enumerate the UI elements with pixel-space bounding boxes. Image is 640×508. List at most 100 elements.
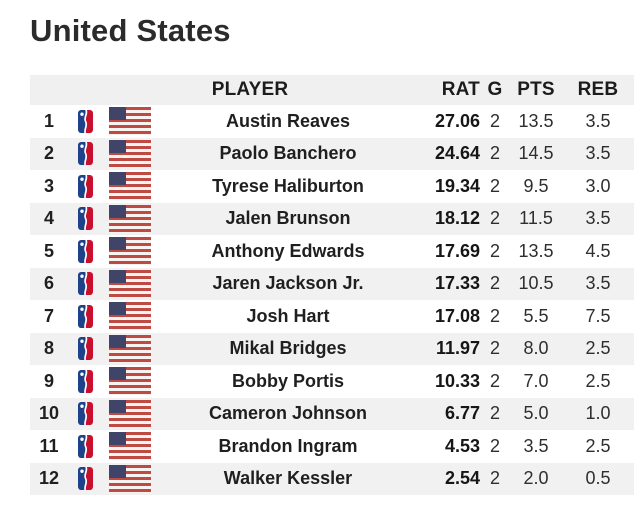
flag-cell <box>102 334 158 363</box>
table-row[interactable]: 6 Jaren Jackson Jr. 17.33 2 10.5 3.5 <box>30 267 634 301</box>
player-rebounds: 3.5 <box>585 110 611 131</box>
player-rating: 4.53 <box>444 435 480 456</box>
us-flag-icon <box>109 204 151 233</box>
player-games: 2 <box>489 175 500 196</box>
table-row[interactable]: 7 Josh Hart 17.08 2 5.5 7.5 <box>30 300 634 333</box>
player-rank: 6 <box>43 273 54 294</box>
player-games: 2 <box>489 468 500 489</box>
us-flag-icon <box>109 237 151 266</box>
flag-cell <box>102 464 158 493</box>
flag-cell <box>102 107 158 136</box>
table-row[interactable]: 4 Jalen Brunson 18.12 2 11.5 3.5 <box>30 202 634 236</box>
table-row[interactable]: 12 Walker Kessler 2.54 2 2.0 0.5 <box>30 462 634 496</box>
us-flag-canton <box>109 172 126 186</box>
player-points: 8.0 <box>523 338 549 359</box>
player-name[interactable]: Tyrese Haliburton <box>212 175 364 196</box>
flag-cell <box>102 172 158 201</box>
player-rank: 2 <box>43 143 54 164</box>
player-name[interactable]: Austin Reaves <box>225 110 351 131</box>
player-name[interactable]: Bobby Portis <box>231 370 344 391</box>
flag-cell <box>102 237 158 266</box>
player-name[interactable]: Paolo Banchero <box>219 143 357 164</box>
player-name[interactable]: Josh Hart <box>246 305 330 326</box>
player-rating: 27.06 <box>434 110 480 131</box>
flag-cell <box>102 302 158 331</box>
player-games: 2 <box>489 273 500 294</box>
header-points[interactable]: PTS <box>517 79 555 101</box>
nba-logo-icon <box>68 142 102 166</box>
header-rebounds[interactable]: REB <box>562 79 634 101</box>
player-rank: 8 <box>43 338 54 359</box>
us-flag-icon <box>109 399 151 428</box>
flag-cell <box>102 367 158 396</box>
player-rank: 11 <box>39 435 59 456</box>
us-flag-canton <box>109 302 126 316</box>
table-row[interactable]: 8 Mikal Bridges 11.97 2 8.0 2.5 <box>30 332 634 366</box>
player-rank: 7 <box>43 305 54 326</box>
player-name[interactable]: Walker Kessler <box>223 468 353 489</box>
us-flag-canton <box>109 432 126 446</box>
nba-logo-icon <box>68 337 102 361</box>
nba-logo-icon <box>68 207 102 231</box>
player-rating: 17.08 <box>434 305 480 326</box>
player-points: 3.5 <box>523 435 549 456</box>
player-points: 14.5 <box>518 143 554 164</box>
player-name[interactable]: Jalen Brunson <box>225 208 351 229</box>
table-row[interactable]: 3 Tyrese Haliburton 19.34 2 9.5 3.0 <box>30 170 634 203</box>
table-row[interactable]: 9 Bobby Portis 10.33 2 7.0 2.5 <box>30 365 634 398</box>
player-name[interactable]: Jaren Jackson Jr. <box>212 273 364 294</box>
player-rebounds: 7.5 <box>585 305 611 326</box>
player-rank: 5 <box>43 240 54 261</box>
player-name[interactable]: Brandon Ingram <box>218 435 358 456</box>
player-games: 2 <box>489 110 500 131</box>
player-rating: 11.97 <box>435 338 480 359</box>
player-games: 2 <box>489 240 500 261</box>
flag-cell <box>102 139 158 168</box>
player-rank: 10 <box>38 403 60 424</box>
flag-cell <box>102 399 158 428</box>
header-rebounds-label: REB <box>577 79 619 101</box>
player-rating: 18.12 <box>434 208 480 229</box>
nba-logo-icon <box>68 402 102 426</box>
player-rebounds: 2.5 <box>585 370 611 391</box>
player-points: 11.5 <box>519 208 553 229</box>
player-name[interactable]: Mikal Bridges <box>229 338 347 359</box>
player-name[interactable]: Cameron Johnson <box>208 403 368 424</box>
us-flag-canton <box>109 367 126 381</box>
us-flag-icon <box>109 139 151 168</box>
player-points: 5.5 <box>523 305 549 326</box>
player-rebounds: 1.0 <box>585 403 611 424</box>
table-row[interactable]: 11 Brandon Ingram 4.53 2 3.5 2.5 <box>30 430 634 463</box>
us-flag-canton <box>109 269 126 283</box>
header-player[interactable]: PLAYER <box>211 79 289 101</box>
nba-logo-icon <box>68 272 102 296</box>
player-games: 2 <box>489 143 500 164</box>
player-points: 7.0 <box>523 370 549 391</box>
table-row[interactable]: 1 Austin Reaves 27.06 2 13.5 3.5 <box>30 105 634 138</box>
player-rating: 6.77 <box>444 403 480 424</box>
us-flag-canton <box>109 204 126 218</box>
player-rebounds: 2.5 <box>585 338 611 359</box>
player-rank: 9 <box>43 370 54 391</box>
player-points: 10.5 <box>518 273 554 294</box>
player-rebounds: 4.5 <box>585 240 611 261</box>
table-row[interactable]: 5 Anthony Edwards 17.69 2 13.5 4.5 <box>30 235 634 268</box>
us-flag-icon <box>109 107 151 136</box>
us-flag-canton <box>109 237 126 251</box>
table-header-row: PLAYER RAT G PTS REB <box>30 75 634 106</box>
player-rating: 2.54 <box>444 468 480 489</box>
flag-cell <box>102 204 158 233</box>
header-rating[interactable]: RAT <box>441 79 480 101</box>
us-flag-icon <box>109 367 151 396</box>
player-rank: 12 <box>38 468 60 489</box>
nba-logo-icon <box>68 239 102 263</box>
player-games: 2 <box>489 305 500 326</box>
player-name[interactable]: Anthony Edwards <box>211 240 365 261</box>
table-body: 1 Austin Reaves 27.06 2 13.5 3.5 2 <box>30 105 634 496</box>
table-row[interactable]: 10 Cameron Johnson 6.77 2 5.0 1.0 <box>30 397 634 431</box>
player-rank: 3 <box>43 175 54 196</box>
table-row[interactable]: 2 Paolo Banchero 24.64 2 14.5 3.5 <box>30 137 634 171</box>
header-games[interactable]: G <box>487 79 503 101</box>
us-flag-canton <box>109 107 126 121</box>
